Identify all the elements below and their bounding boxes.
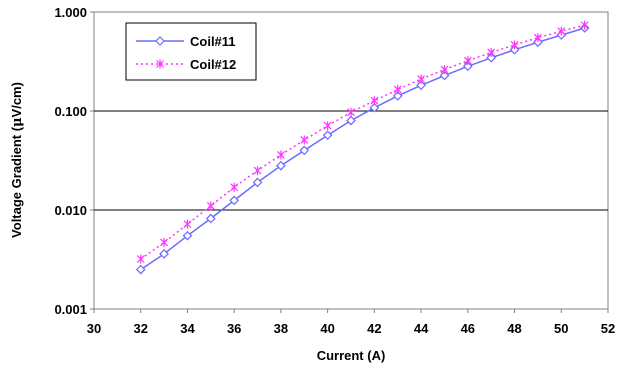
y-axis-ticks: 0.001 0.010 0.100 1.000	[54, 5, 94, 317]
legend-box	[125, 22, 257, 81]
data-point	[462, 61, 473, 72]
data-point	[299, 145, 310, 156]
data-point	[509, 44, 520, 55]
data-point	[393, 84, 402, 94]
data-point	[392, 91, 403, 101]
y-tick-label: 0.010	[54, 203, 87, 218]
data-point	[487, 47, 496, 57]
legend-label-coil11: Coil#11	[190, 34, 236, 49]
x-tick-label: 32	[133, 321, 147, 336]
data-point	[183, 219, 192, 229]
series-coil11	[135, 23, 590, 275]
y-tick-label: 1.000	[54, 5, 87, 20]
series-layer	[135, 20, 590, 275]
data-point	[369, 102, 380, 113]
legend-items: Coil#11 Coil#12	[136, 34, 236, 72]
data-point	[347, 107, 355, 117]
x-tick-label: 52	[601, 321, 615, 336]
data-point	[440, 65, 449, 75]
data-point	[206, 201, 215, 211]
series-line-coil11	[140, 27, 585, 271]
data-point	[322, 130, 333, 141]
x-tick-label: 48	[507, 321, 521, 336]
data-point	[229, 195, 240, 206]
y-axis-title: Voltage Gradient (μV/cm)	[9, 82, 25, 238]
data-point	[182, 230, 193, 241]
x-tick-label: 30	[87, 321, 101, 336]
legend-marker-coil12	[156, 59, 164, 69]
y-axis-title-suffix: V/cm)	[9, 82, 24, 117]
data-point	[159, 249, 169, 259]
data-point	[300, 135, 309, 145]
x-tick-label: 42	[367, 321, 381, 336]
legend-label-coil12: Coil#12	[190, 57, 236, 72]
data-point	[205, 213, 216, 224]
data-point	[276, 150, 285, 160]
x-tick-label: 38	[274, 321, 288, 336]
y-axis-title-mu: μ	[10, 117, 25, 127]
x-tick-label: 46	[461, 321, 475, 336]
data-point	[346, 115, 356, 126]
x-axis-ticks: 30 32 34 36 38 40 42 44 46 48 50 52	[87, 309, 615, 336]
y-tick-label: 0.100	[54, 104, 87, 119]
data-point	[416, 80, 426, 91]
series-coil12	[136, 20, 589, 264]
data-point	[135, 264, 146, 275]
x-tick-label: 50	[554, 321, 568, 336]
data-point	[580, 20, 589, 30]
data-point	[557, 26, 566, 36]
y-tick-label: 0.001	[54, 302, 87, 317]
data-point	[417, 74, 426, 84]
legend-marker-coil11	[155, 36, 165, 46]
data-point	[253, 166, 262, 176]
data-point	[510, 40, 519, 50]
data-point	[252, 177, 263, 188]
data-point	[463, 56, 472, 66]
data-point	[136, 254, 145, 264]
legend: Coil#11 Coil#12	[125, 22, 257, 81]
data-point	[276, 160, 286, 171]
data-point	[370, 96, 379, 106]
x-tick-label: 44	[414, 321, 429, 336]
data-point	[160, 237, 169, 247]
data-point	[323, 121, 332, 131]
y-axis-title-prefix: Voltage Gradient (	[9, 126, 24, 238]
x-tick-label: 34	[180, 321, 195, 336]
data-point	[439, 70, 450, 81]
data-point	[486, 52, 497, 63]
data-point	[533, 33, 542, 43]
x-tick-label: 40	[320, 321, 334, 336]
data-point	[230, 182, 239, 192]
x-axis-title: Current (A)	[317, 348, 386, 363]
x-tick-label: 36	[227, 321, 241, 336]
